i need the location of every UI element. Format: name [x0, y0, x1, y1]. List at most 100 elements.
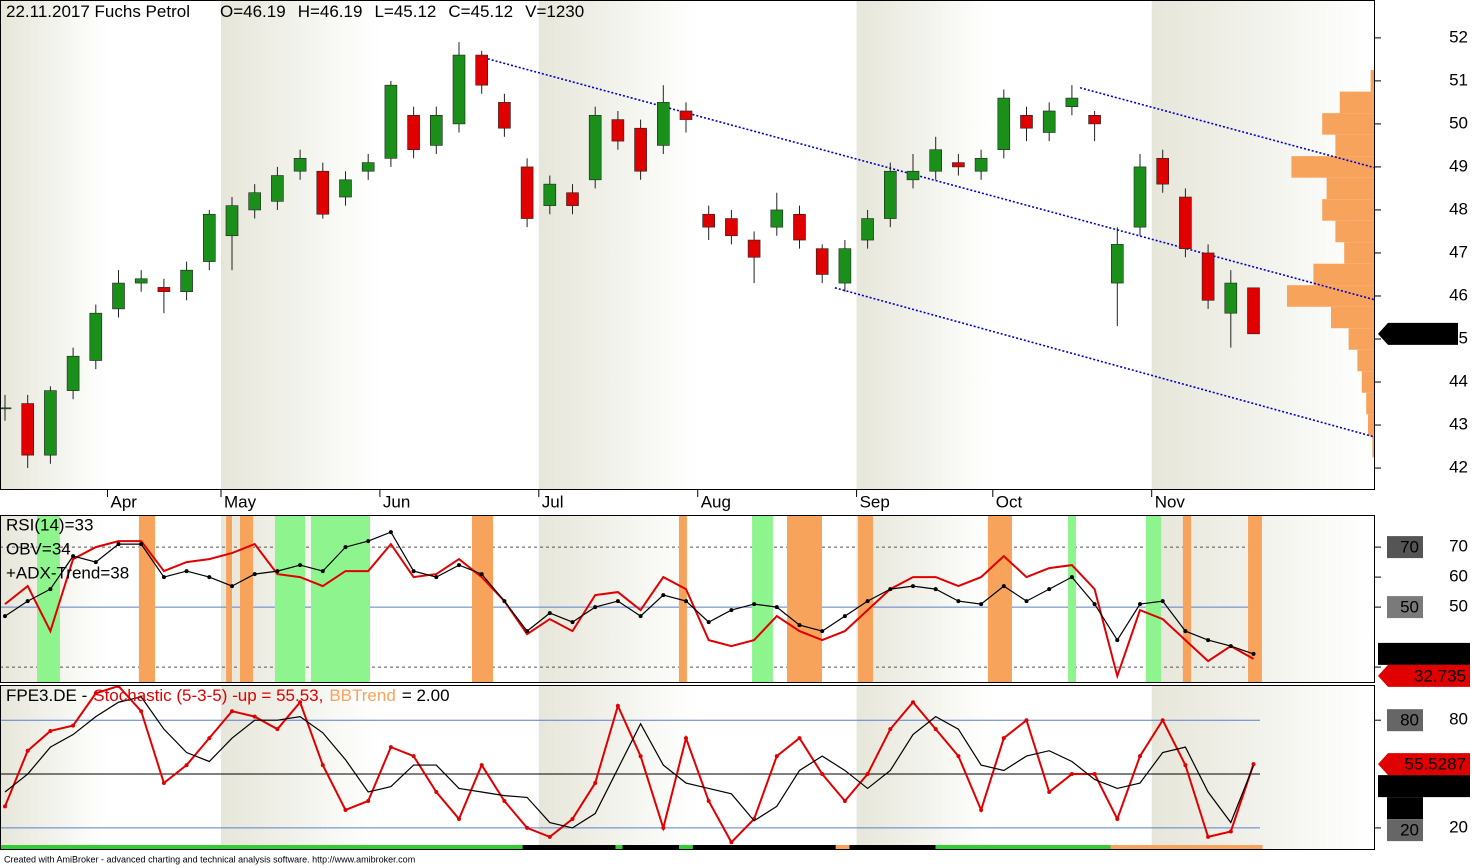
y-tick-label: 52 — [1449, 27, 1468, 46]
series-point — [911, 700, 915, 705]
candle-body — [838, 248, 852, 284]
pane-clip — [0, 42, 1375, 469]
series-point — [1092, 602, 1097, 607]
candle-body — [1088, 114, 1101, 125]
volume-profile-bar — [1322, 199, 1375, 221]
value-box — [1387, 596, 1423, 619]
volume-profile-bar — [1331, 306, 1375, 329]
value-box-label: 32.735 — [1414, 666, 1466, 685]
series-point — [979, 602, 984, 607]
series-point — [298, 563, 303, 568]
ohlcv-label: H=46.19 — [298, 2, 363, 21]
series-point — [3, 614, 7, 619]
candle-body — [452, 54, 466, 125]
pane-title: FPE3.DE - Stochastic (5-3-5) -up = 55.53,… — [6, 686, 450, 705]
trend-band — [226, 515, 232, 683]
footer: Created with AmiBroker - advanced charti… — [4, 854, 415, 864]
candle-body — [679, 110, 693, 120]
title-text: 22.11.2017 Fuchs Petrol — [6, 2, 190, 21]
candle-body — [588, 114, 602, 181]
candle-body — [952, 162, 965, 168]
series-point — [1024, 599, 1029, 604]
series-point — [615, 703, 620, 708]
legend-entry: Stochastic (5-3-5) -up = 55.53, — [93, 686, 323, 705]
series-point — [547, 834, 552, 839]
y-tick-label: 20 — [1449, 817, 1468, 836]
series-point — [1228, 644, 1233, 649]
trend-band — [1145, 515, 1162, 683]
candle-body — [21, 403, 35, 456]
value-box-label: 80 — [1400, 711, 1419, 730]
series-point — [684, 599, 688, 604]
value-box-label: 70 — [1400, 538, 1419, 557]
candle-body — [656, 102, 670, 146]
candle-body — [793, 213, 806, 241]
volume-profile-bar — [1291, 156, 1375, 178]
series-point — [661, 593, 666, 598]
series-point — [1183, 763, 1188, 768]
volume-profile-bar — [1339, 91, 1375, 114]
trend-line — [1079, 86, 1375, 169]
y-tick-label: 44 — [1449, 372, 1468, 391]
candle-body — [44, 390, 57, 456]
series-point — [729, 608, 734, 613]
series-point — [502, 599, 507, 604]
series-point — [774, 754, 779, 759]
series-point — [457, 563, 461, 568]
series-point — [93, 560, 98, 565]
series-point — [3, 804, 7, 809]
y-tick-label: 49 — [1449, 156, 1468, 175]
candle-body — [861, 218, 874, 241]
series-point — [979, 807, 984, 812]
volume-profile-bar — [1361, 371, 1375, 393]
candle-body — [157, 287, 171, 292]
candle-body — [1201, 252, 1215, 301]
candle-body — [134, 278, 148, 284]
month-shade — [0, 685, 108, 850]
pane-border — [0, 515, 1375, 683]
y-tick-label: 50 — [1449, 597, 1468, 616]
series-point — [48, 728, 53, 733]
candle-body — [293, 158, 307, 172]
series-point — [71, 554, 76, 559]
series-point — [139, 709, 144, 714]
series-point — [842, 614, 847, 619]
month-shade — [538, 515, 698, 683]
x-tick-label: May — [224, 492, 257, 511]
series-point — [1069, 772, 1074, 777]
candle-body — [611, 119, 625, 142]
trend-line — [834, 287, 1375, 438]
legend-entry: +ADX-Trend=38 — [6, 563, 129, 582]
y-tick-label: 60 — [1449, 567, 1468, 586]
series-point — [888, 727, 893, 732]
series-point — [457, 816, 461, 821]
marks — [0, 42, 1375, 850]
series-point — [48, 587, 53, 592]
texts: Apr May Jun Jul Aug Sep Oct Nov4243444546474849… — [4, 2, 1470, 864]
series-point — [343, 807, 348, 812]
series-point — [320, 763, 325, 768]
trend-band — [274, 515, 306, 683]
volume-profile-bar — [1335, 134, 1375, 157]
candle-body — [89, 312, 103, 361]
pane-border — [0, 685, 1375, 850]
candle-body — [316, 170, 330, 215]
value-box-label: 50 — [1400, 598, 1419, 617]
y-tick-label: 80 — [1449, 710, 1468, 729]
series-point — [1115, 638, 1120, 643]
series-point — [1206, 638, 1211, 643]
candle-body — [407, 114, 420, 151]
trend-band — [1068, 515, 1076, 683]
series-point — [411, 754, 416, 759]
series-point — [570, 816, 575, 821]
x-tick-label: Nov — [1155, 492, 1186, 511]
signal-strip — [935, 845, 1111, 850]
series-point — [797, 736, 802, 741]
signal-strip — [692, 845, 836, 850]
series-point — [911, 584, 915, 589]
month-shade — [856, 515, 993, 683]
candle-body — [498, 102, 511, 129]
series-point — [434, 790, 439, 795]
legend-entry: RSI(14)=33 — [6, 515, 93, 534]
